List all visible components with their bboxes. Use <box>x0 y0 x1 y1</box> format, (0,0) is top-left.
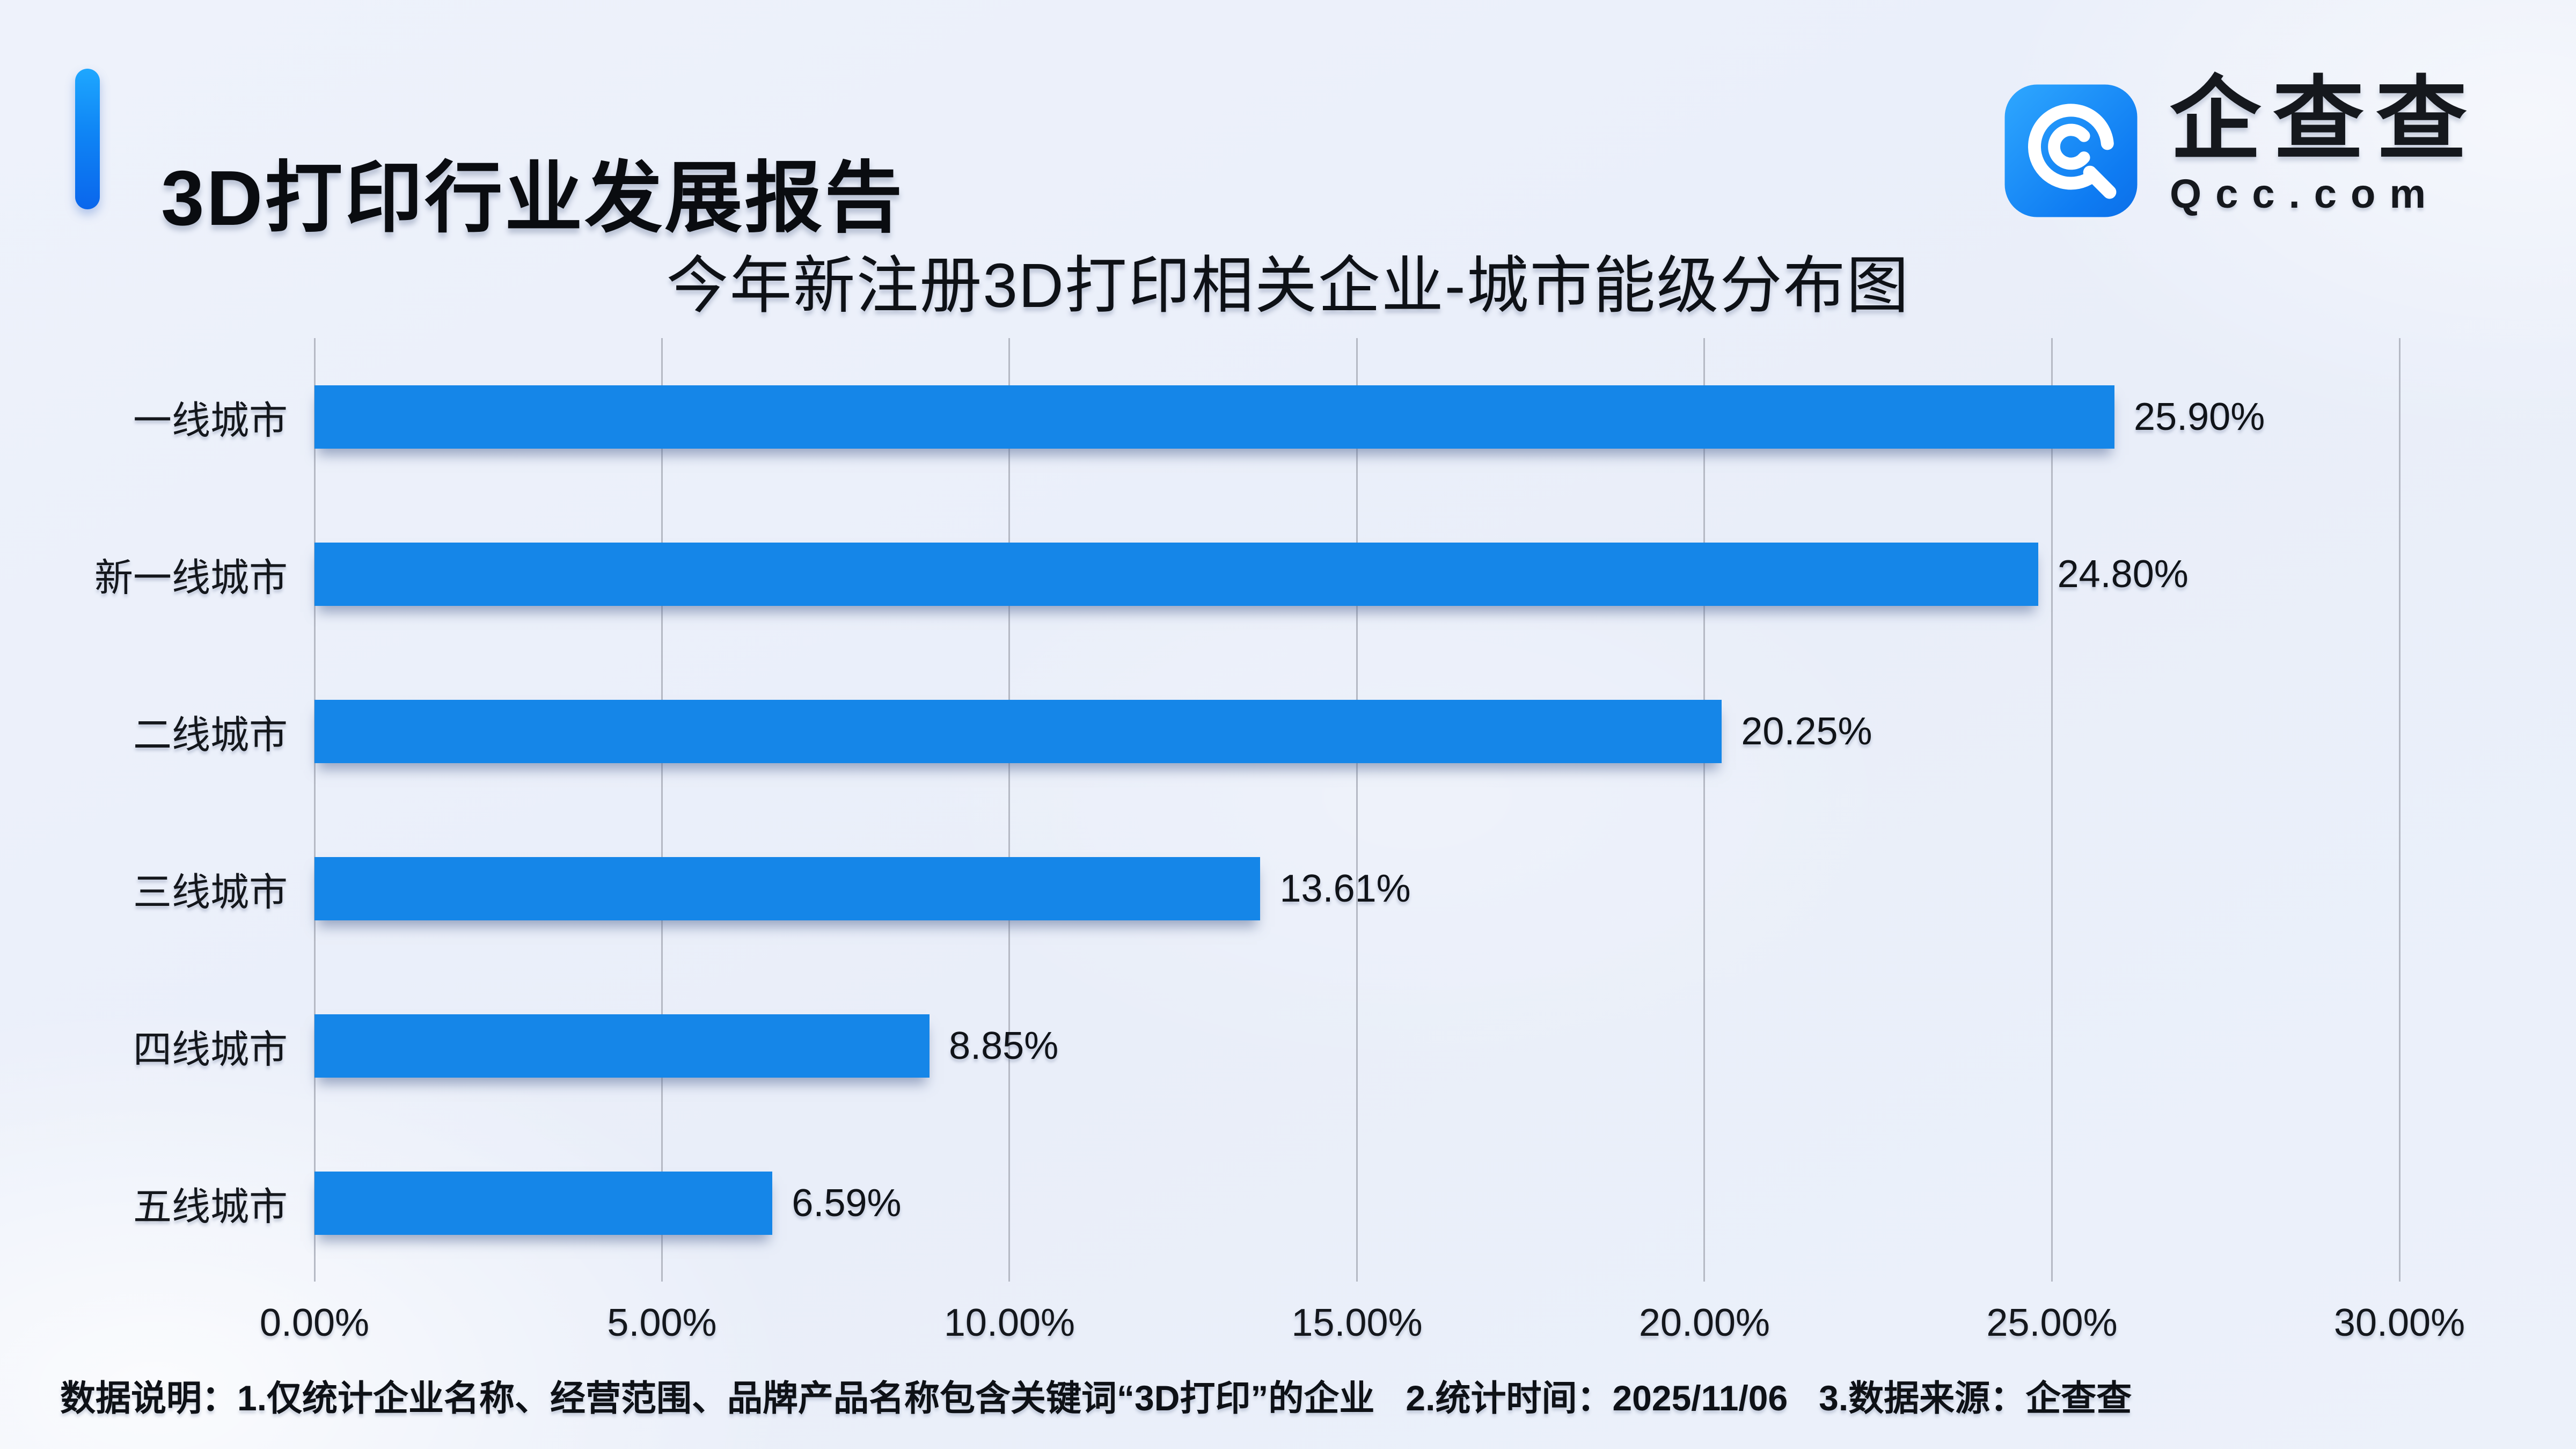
chart-title: 今年新注册3D打印相关企业-城市能级分布图 <box>666 251 1910 320</box>
gridline <box>2051 338 2053 1282</box>
x-axis-tick-label: 0.00% <box>259 1301 370 1344</box>
qcc-logo-brand: 企查查 <box>2170 69 2479 171</box>
value-label: 13.61% <box>1279 867 1411 910</box>
category-label: 四线城市 <box>133 1028 288 1071</box>
x-axis: 0.00% 5.00% 10.00% 15.00% 20.00% 25.00% 30.00% <box>260 1288 2465 1358</box>
category-label: 三线城市 <box>133 871 288 914</box>
qcc-logo-icon <box>2003 83 2139 218</box>
bar-row: 新一线城市 24.80% <box>94 495 2399 653</box>
category-label: 新一线城市 <box>94 557 288 599</box>
gridline <box>2398 338 2401 1282</box>
value-label: 24.80% <box>2057 552 2189 596</box>
gridline <box>1703 338 1706 1282</box>
x-axis-tick-label: 15.00% <box>1291 1301 1423 1344</box>
x-axis-tick-label: 10.00% <box>943 1301 1075 1344</box>
value-label: 20.25% <box>1741 709 1872 753</box>
bar-row: 五线城市 6.59% <box>133 1124 2399 1282</box>
gridline <box>313 338 316 1282</box>
value-label: 25.90% <box>2134 395 2265 438</box>
value-label: 6.59% <box>792 1181 902 1225</box>
bar <box>314 857 1261 920</box>
category-label: 五线城市 <box>133 1185 288 1228</box>
note-segment: 2.统计时间：2025/11/06 <box>1406 1378 1788 1418</box>
data-note: 数据说明：1.仅统计企业名称、经营范围、品牌产品名称包含关键词“3D打印”的企业… <box>60 1370 2132 1421</box>
qcc-logo: 企查查 Qcc.com <box>2170 74 2481 217</box>
gridline <box>661 338 663 1282</box>
bar-rows: 一线城市 25.90% 新一线城市 24.80% 二线城市 20.25% 三线城市 13.61… <box>94 338 2399 1282</box>
x-axis-tick-label: 5.00% <box>607 1301 717 1344</box>
bar-row: 四线城市 8.85% <box>133 967 2399 1124</box>
bar <box>314 699 1722 763</box>
qcc-logo-domain: Qcc.com <box>2170 171 2440 217</box>
x-axis-tick-label: 30.00% <box>2333 1301 2465 1344</box>
x-axis-tick-label: 25.00% <box>1986 1301 2118 1344</box>
category-label: 一线城市 <box>133 399 288 442</box>
plot-area: 一线城市 25.90% 新一线城市 24.80% 二线城市 20.25% 三线城市 13.61… <box>94 338 2401 1282</box>
title-accent-bar <box>75 69 100 209</box>
bar-row: 二线城市 20.25% <box>133 653 2399 810</box>
bar-row: 三线城市 13.61% <box>133 810 2399 967</box>
category-label: 二线城市 <box>133 714 288 757</box>
gridline <box>1008 338 1011 1282</box>
report-title: 3D打印行业发展报告 <box>161 155 905 242</box>
gridline <box>1356 338 1358 1282</box>
bar <box>314 385 2115 449</box>
note-segment: 数据说明：1.仅统计企业名称、经营范围、品牌产品名称包含关键词“3D打印”的企业 <box>60 1378 1375 1418</box>
note-segment: 3.数据来源：企查查 <box>1819 1378 2132 1418</box>
bar <box>314 1171 773 1235</box>
value-label: 8.85% <box>949 1024 1059 1067</box>
bar <box>314 542 2038 606</box>
x-axis-tick-label: 20.00% <box>1638 1301 1770 1344</box>
bar <box>314 1014 930 1078</box>
bar-row: 一线城市 25.90% <box>133 338 2399 495</box>
